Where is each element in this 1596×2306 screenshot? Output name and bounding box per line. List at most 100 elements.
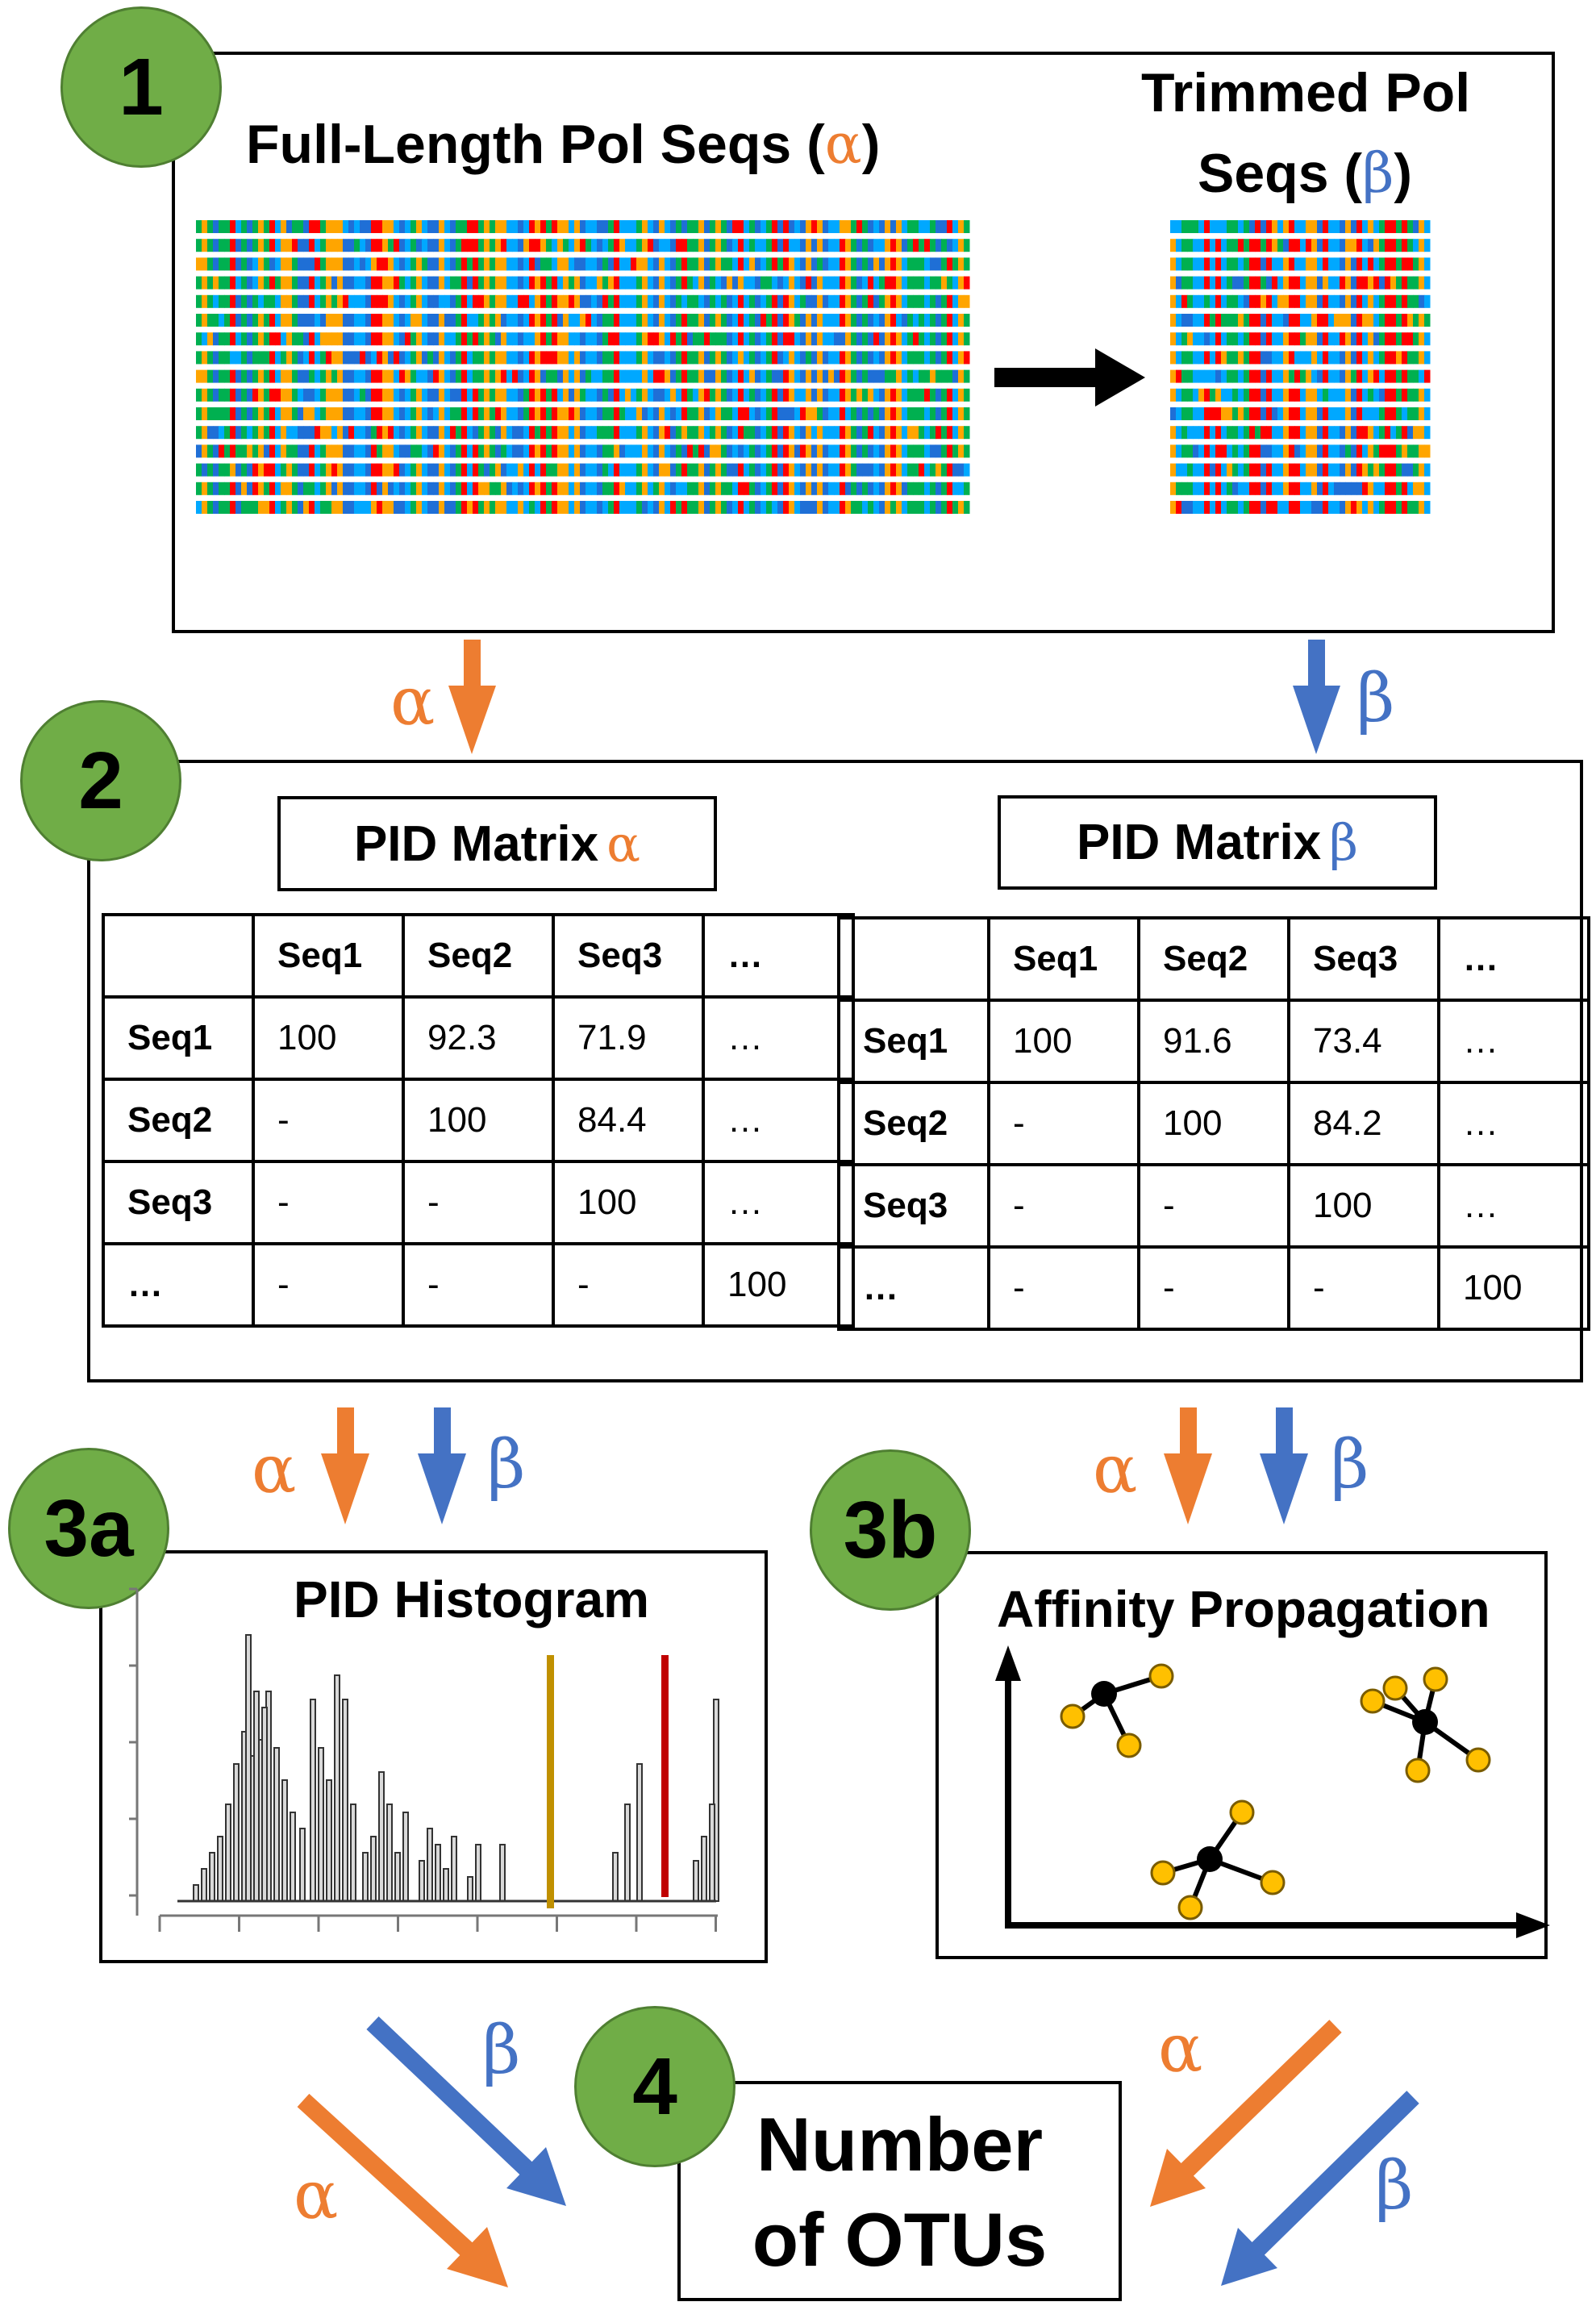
otu-result-text: Number of OTUs	[677, 2097, 1122, 2287]
table-cell: …	[1437, 1081, 1590, 1166]
alpha-label-3b: α	[1093, 1432, 1138, 1508]
table-cell: …	[702, 1160, 855, 1245]
table-cell: …	[702, 995, 855, 1081]
table-row: Seq2-100 84.2…	[837, 1081, 1590, 1166]
table-cell: 92.3	[402, 995, 555, 1081]
beta-label-4-right: β	[1375, 2148, 1414, 2225]
alpha-symbol: α	[824, 113, 862, 177]
full-length-alignment	[196, 220, 970, 514]
beta-label-1: β	[1356, 661, 1395, 737]
panel-affinity-propagation	[936, 1551, 1548, 1959]
otu-line-1: Number	[756, 2102, 1044, 2187]
table-cell: 100	[252, 995, 405, 1081]
alpha-down-arrow	[448, 640, 496, 754]
table-cell: 100	[402, 1078, 555, 1163]
step-4-number: 4	[632, 2041, 677, 2132]
table-cell: …	[1437, 916, 1590, 1002]
table-cell: Seq3	[552, 913, 705, 999]
trimmed-title-line2: Seqs (β)	[1198, 142, 1412, 206]
table-cell: -	[252, 1160, 405, 1245]
trim-arrow	[994, 348, 1145, 407]
table-cell: -	[1137, 1163, 1290, 1249]
table-cell: -	[987, 1081, 1140, 1166]
table-cell: Seq2	[102, 1078, 255, 1163]
full-length-title: Full-Length Pol Seqs (α)	[246, 113, 880, 177]
table-row: … - - -100	[102, 1242, 855, 1328]
table-cell: 100	[552, 1160, 705, 1245]
table-cell: Seq3	[1287, 916, 1440, 1002]
table-cell: …	[1437, 1163, 1590, 1249]
beta-down-arrow-3b	[1260, 1407, 1308, 1524]
beta-label-4-left: β	[482, 2012, 521, 2089]
table-cell: Seq1	[837, 999, 990, 1084]
table-cell	[837, 916, 990, 1002]
pid-matrix-alpha-title: PID Matrix α	[277, 796, 717, 891]
table-cell: 84.4	[552, 1078, 705, 1163]
table-cell: 100	[1287, 1163, 1440, 1249]
step-2-number: 2	[78, 735, 123, 826]
beta-down-arrow	[1293, 640, 1340, 754]
histogram-bars	[177, 1634, 719, 1903]
affinity-title: Affinity Propagation	[997, 1580, 1490, 1638]
table-row: … - - -100	[837, 1245, 1590, 1331]
step-3b-number: 3b	[843, 1484, 938, 1575]
table-header-row: Seq1 Seq2 Seq3…	[837, 916, 1590, 1002]
table-cell: …	[102, 1242, 255, 1328]
beta-symbol: β	[1362, 142, 1394, 206]
affinity-axes	[995, 1645, 1550, 1938]
pid-matrix-beta-title: PID Matrix β	[998, 795, 1437, 890]
matrix-alpha-title-text: PID Matrix	[353, 815, 599, 872]
alpha-label-4-left: α	[294, 2158, 339, 2234]
table-cell: Seq1	[252, 913, 405, 999]
histogram-axes	[129, 1587, 718, 1932]
table-cell: 91.6	[1137, 999, 1290, 1084]
step-3a-badge: 3a	[8, 1448, 169, 1609]
threshold-line-red	[661, 1655, 669, 1897]
table-cell: -	[1287, 1245, 1440, 1331]
table-cell: Seq1	[987, 916, 1140, 1002]
table-row: Seq3- -100…	[102, 1160, 855, 1245]
table-cell: Seq2	[402, 913, 555, 999]
matrix-beta-title-text: PID Matrix	[1076, 815, 1322, 870]
table-cell: -	[1137, 1245, 1290, 1331]
alpha-diagonal-arrow-right	[1150, 2020, 1342, 2207]
table-cell: 100	[1137, 1081, 1290, 1166]
step-4-badge: 4	[574, 2006, 735, 2167]
table-cell: Seq1	[102, 995, 255, 1081]
step-1-number: 1	[119, 41, 164, 132]
beta-label-3a: β	[487, 1427, 526, 1503]
matrix-beta-symbol: β	[1329, 813, 1359, 872]
table-cell: 100	[1437, 1245, 1590, 1331]
table-cell: 84.2	[1287, 1081, 1440, 1166]
table-cell: 100	[702, 1242, 855, 1328]
table-cell: -	[987, 1163, 1140, 1249]
threshold-line-gold	[547, 1655, 554, 1908]
alpha-down-arrow-3a	[321, 1407, 369, 1524]
table-cell: …	[1437, 999, 1590, 1084]
table-row: Seq2-100 84.4…	[102, 1078, 855, 1163]
table-cell: -	[402, 1242, 555, 1328]
table-header-row: Seq1 Seq2 Seq3…	[102, 913, 855, 999]
table-cell: 71.9	[552, 995, 705, 1081]
beta-diagonal-arrow-left	[366, 2016, 566, 2206]
affinity-clusters	[1060, 1663, 1491, 1920]
matrix-alpha-symbol: α	[606, 814, 641, 874]
table-cell: Seq2	[837, 1081, 990, 1166]
beta-diagonal-arrow-right	[1221, 2091, 1419, 2286]
table-cell: -	[552, 1242, 705, 1328]
alpha-label-1: α	[390, 664, 435, 740]
alpha-label-3a: α	[252, 1432, 297, 1508]
full-length-title-close: )	[861, 114, 881, 175]
full-length-title-text: Full-Length Pol Seqs (	[246, 114, 825, 175]
trimmed-title-text: Seqs (	[1198, 143, 1363, 204]
table-cell: -	[987, 1245, 1140, 1331]
alpha-label-4-right: α	[1158, 2011, 1203, 2087]
table-cell: Seq2	[1137, 916, 1290, 1002]
pid-table-alpha: Seq1 Seq2 Seq3… Seq1 100 92.3 71.9… Seq2-100 84.…	[102, 913, 855, 1328]
table-cell: …	[837, 1245, 990, 1331]
